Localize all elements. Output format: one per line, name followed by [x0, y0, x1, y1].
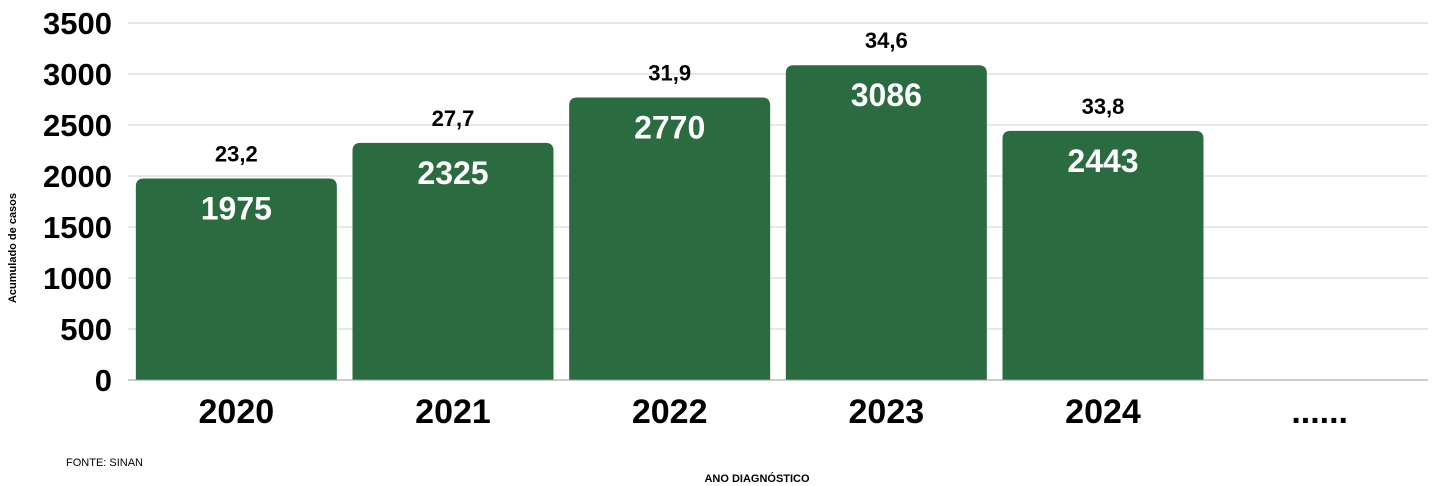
x-axis-label: ANO DIAGNÓSTICO: [704, 472, 810, 485]
x-tick-label: 2020: [199, 393, 275, 431]
source-note: FONTE: SINAN: [66, 457, 143, 469]
bar: [1002, 130, 1204, 380]
x-tick-label: 2023: [849, 393, 925, 431]
y-tick-label: 500: [60, 312, 112, 347]
y-tick-label: 0: [95, 363, 112, 398]
bar: [569, 97, 771, 381]
bars: 1975 23,2 2325 27,7 2770 31,9 3086 34,6 2443 33,8: [135, 28, 1204, 381]
bar-value-label: 3086: [851, 77, 922, 113]
y-tick-label: 2000: [43, 159, 112, 194]
bar-rate-label: 33,8: [1082, 94, 1125, 119]
y-tick-label: 1000: [43, 261, 112, 296]
y-axis-label: Acumulado de casos: [7, 193, 19, 303]
x-tick-label: 2022: [632, 393, 708, 431]
gridlines: [128, 22, 1428, 330]
bar-rate-label: 34,6: [865, 28, 908, 53]
bar: [135, 178, 337, 380]
bar-rate-label: 31,9: [648, 60, 691, 85]
bar-rate-label: 23,2: [215, 142, 258, 167]
bar-value-label: 2325: [417, 155, 488, 191]
y-tick-label: 3500: [43, 6, 112, 41]
bar: [785, 65, 987, 380]
y-tick-label: 3000: [43, 57, 112, 92]
bar-rate-label: 27,7: [432, 106, 475, 131]
y-tick-label: 2500: [43, 108, 112, 143]
bar-value-label: 2770: [634, 109, 705, 145]
x-tick-label: 2024: [1065, 393, 1141, 431]
bar-value-label: 2443: [1067, 143, 1138, 179]
y-tick-label: 1500: [43, 210, 112, 245]
y-tick-labels: 0 500 1000 1500 2000 2500 3000 3500: [43, 6, 112, 398]
bar: [352, 142, 554, 380]
bar-value-label: 1975: [201, 191, 272, 227]
x-tick-labels: 2020 2021 2022 2023 2024......: [199, 393, 1348, 431]
x-tick-label: 2021: [415, 393, 491, 431]
x-tick-label: ......: [1291, 393, 1348, 431]
